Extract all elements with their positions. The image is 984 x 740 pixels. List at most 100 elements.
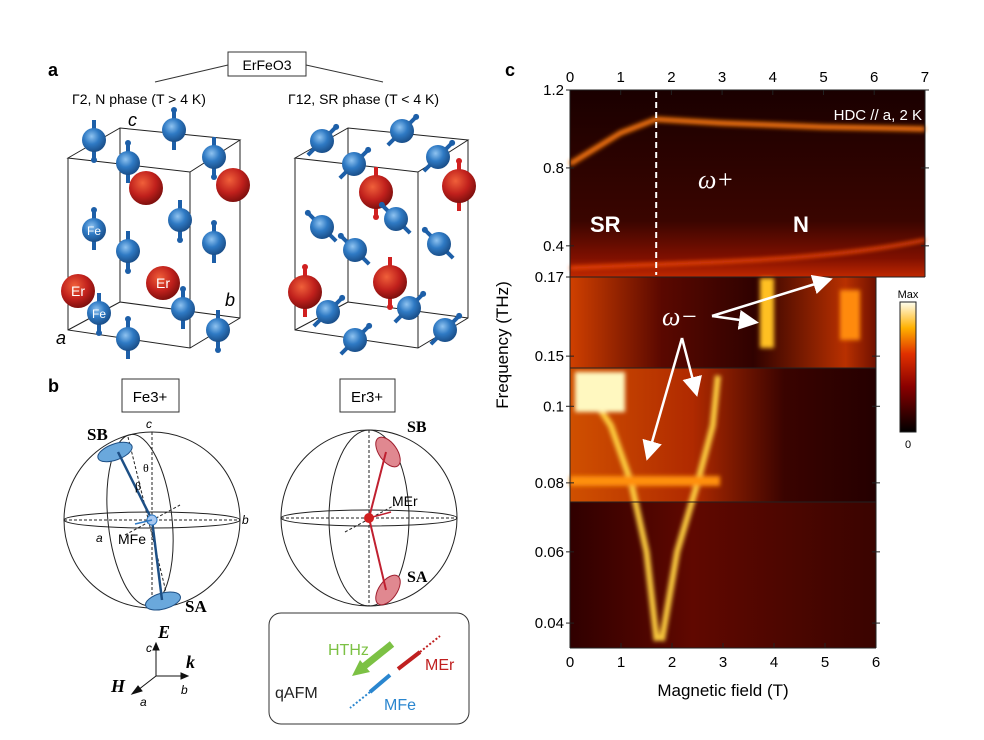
er-sb-vector	[368, 451, 387, 519]
atom-label: Fe	[92, 307, 106, 321]
atom-label: Fe	[87, 224, 101, 238]
heatmap-panel-2	[570, 277, 876, 368]
top-x-tick-label: 4	[769, 69, 777, 86]
legend-m-er-label: MEr	[425, 657, 455, 674]
fe-atom	[339, 322, 373, 356]
hot-region	[760, 278, 774, 348]
bottom-x-tick-label: 4	[770, 654, 778, 671]
sphere-axis-b: b	[242, 513, 249, 527]
y-tick-label: 0.06	[535, 544, 564, 561]
er-box-label: Er3+	[351, 389, 383, 406]
omega-minus-arrows	[642, 274, 833, 461]
top-x-tick-label: 5	[819, 69, 827, 86]
qafm-label: qAFM	[275, 685, 318, 702]
y-tick-label: 0.04	[535, 615, 564, 632]
hot-region	[840, 290, 860, 340]
condition-annotation: HDC // a, 2 K	[834, 107, 922, 124]
frame-a-label: a	[140, 695, 147, 709]
m-er-label: MEr	[392, 493, 418, 509]
panel-label-a: a	[48, 60, 59, 80]
m-er-arrow	[396, 650, 422, 671]
n-phase-label: N	[793, 212, 809, 237]
bottom-x-tick-label: 1	[617, 654, 625, 671]
heatmap-panel-4	[570, 502, 876, 648]
frame-c-label: c	[146, 641, 152, 655]
er-sb-cone	[375, 436, 401, 468]
fe-atom	[421, 226, 455, 260]
er-sa-vector	[368, 517, 387, 591]
atom-label: Er	[71, 283, 85, 299]
hot-region	[575, 372, 625, 412]
low-freq-mode	[569, 238, 926, 270]
x-axis-label: Magnetic field (T)	[657, 681, 788, 700]
m-fe-dotted	[349, 691, 371, 709]
top-x-tick-label: 3	[718, 69, 726, 86]
y-tick-label: 0.4	[543, 238, 564, 255]
atom-label: Er	[156, 275, 170, 291]
top-x-tick-label: 2	[667, 69, 675, 86]
top-x-tick-label: 1	[617, 69, 625, 86]
h-thz-label: HTHz	[328, 642, 369, 659]
panel-c: c 1.2 0.8 0.4 0.17 0.15 0.1 0.08 0.06 0.04 0 1 2 3 4 5…	[493, 60, 929, 700]
fe-atom	[162, 107, 186, 150]
top-x-tick-label: 0	[566, 69, 574, 86]
fe-atom	[82, 120, 106, 163]
compound-label: ErFeO3	[242, 57, 291, 73]
fe-atom	[306, 123, 340, 157]
er-atom	[442, 158, 476, 211]
fe-atom	[378, 201, 412, 235]
fe-atom	[338, 146, 372, 180]
bottom-x-tick-label: 2	[668, 654, 676, 671]
y-tick-label: 0.15	[535, 348, 564, 365]
fe-atom	[312, 294, 346, 328]
panel-label-c: c	[505, 60, 515, 80]
mode-legend-box	[268, 612, 470, 725]
top-x-tick-label: 7	[921, 69, 929, 86]
y-tick-label: 0.1	[543, 398, 564, 415]
er-box	[339, 378, 396, 413]
sphere-axis-c: c	[146, 417, 152, 431]
fe-atom	[422, 139, 456, 173]
compound-box	[227, 51, 307, 77]
y-tick-label: 1.2	[543, 82, 564, 99]
legend-m-fe-label: MFe	[384, 697, 416, 714]
y-axis-label: Frequency (THz)	[493, 281, 512, 409]
m-fe-vector	[134, 519, 153, 525]
axis-b-label: b	[225, 290, 235, 310]
connector-line	[154, 64, 229, 83]
er-atom	[288, 264, 322, 317]
colorbar	[899, 301, 917, 433]
er-ion	[364, 513, 374, 523]
er-atom: Er	[146, 266, 180, 300]
atoms-sr-phase	[288, 113, 476, 356]
sr-phase-label: SR	[590, 212, 621, 237]
sphere-axis-a: a	[96, 531, 103, 545]
top-x-tick-label: 6	[870, 69, 878, 86]
fe-atom	[116, 316, 140, 359]
fe-box-label: Fe3+	[133, 389, 168, 406]
er-atom	[216, 168, 250, 202]
sa-spin-vector	[150, 519, 164, 601]
axis-c-label: c	[128, 110, 137, 130]
heatmap	[568, 90, 926, 648]
er-atom	[359, 167, 393, 220]
er-sb-label: SB	[407, 419, 427, 436]
bottom-x-tick-label: 3	[719, 654, 727, 671]
h-field-label: H	[110, 676, 126, 696]
sa-label: SA	[185, 597, 207, 616]
y-tick-label: 0.8	[543, 160, 564, 177]
omega-minus-label: ω−	[662, 302, 698, 331]
axis-a-label: a	[56, 328, 66, 348]
n-phase-title: Γ2, N phase (T > 4 K)	[72, 91, 206, 107]
fe-atom	[202, 137, 226, 180]
m-fe-arrow	[368, 673, 392, 694]
omega-plus-label: ω+	[698, 165, 734, 194]
sa-precession-cone	[144, 591, 182, 611]
fe-atom	[386, 113, 420, 147]
fe-atom	[337, 232, 371, 266]
m-fe-label: MFe	[118, 531, 146, 547]
fe-atom	[206, 310, 230, 353]
colorbar-max-label: Max	[898, 289, 919, 301]
panel-a: a ErFeO3 Γ2, N phase (T > 4 K) Γ12, SR p…	[48, 51, 476, 359]
